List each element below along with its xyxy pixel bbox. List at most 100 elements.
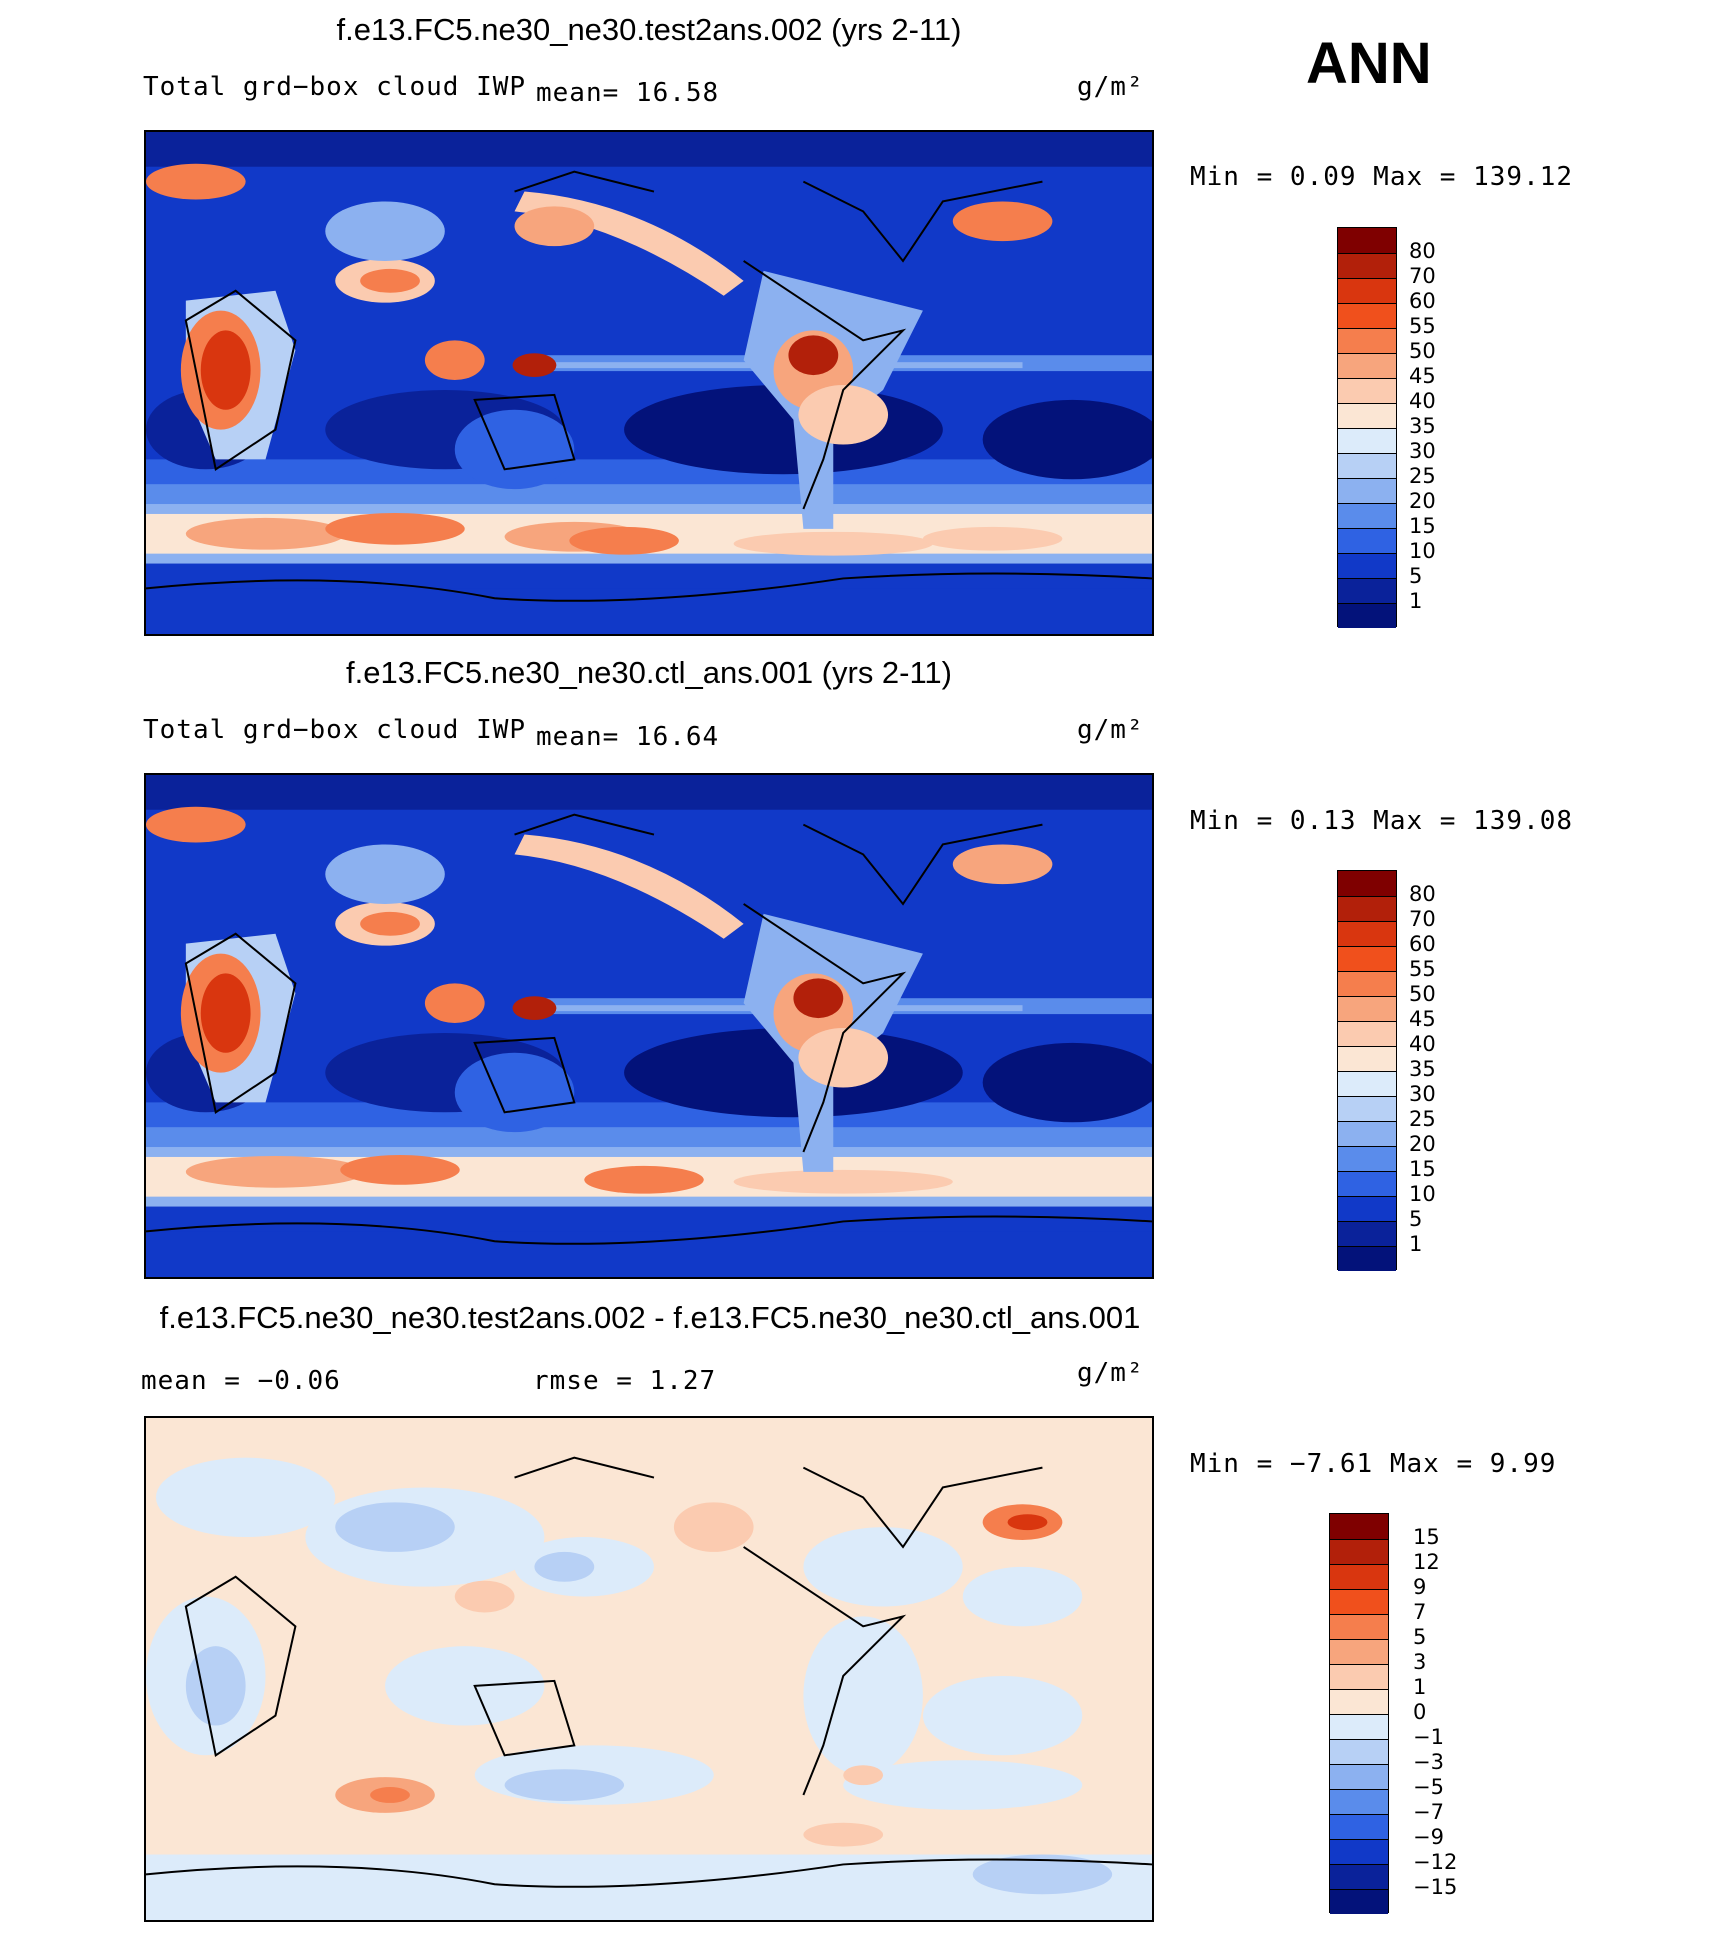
colorbar-swatch: [1338, 478, 1396, 503]
panel-2-heatmap: [146, 775, 1152, 1277]
panel-3-map: [144, 1416, 1154, 1922]
colorbar-tick-label: 55: [1409, 314, 1436, 338]
colorbar-swatch: [1338, 896, 1396, 921]
panel-3-units: g/m²: [1077, 1358, 1144, 1388]
colorbar-swatch: [1338, 228, 1396, 253]
colorbar-tick-label: 35: [1409, 414, 1436, 438]
panel-2-map: [144, 773, 1154, 1279]
colorbar-swatch: [1338, 1196, 1396, 1221]
colorbar-tick-label: 30: [1409, 1082, 1436, 1106]
panel-1-units: g/m²: [1077, 72, 1144, 102]
colorbar-swatch: [1330, 1589, 1388, 1614]
colorbar-swatch: [1338, 1146, 1396, 1171]
colorbar-swatch: [1338, 921, 1396, 946]
colorbar-swatch: [1338, 553, 1396, 578]
colorbar-swatch: [1338, 1246, 1396, 1271]
panel-1-variable: Total grd−box cloud IWP: [143, 72, 527, 102]
colorbar-tick-label: 50: [1409, 982, 1436, 1006]
colorbar-swatch: [1338, 946, 1396, 971]
colorbar-tick-label: 70: [1409, 907, 1436, 931]
colorbar-swatch: [1338, 403, 1396, 428]
season-label: ANN: [1306, 31, 1432, 96]
colorbar-tick-label: 45: [1409, 1007, 1436, 1031]
colorbar-swatch: [1338, 428, 1396, 453]
colorbar-tick-label: 5: [1413, 1625, 1427, 1649]
colorbar-swatch: [1330, 1839, 1388, 1864]
colorbar-tick-label: 3: [1413, 1650, 1427, 1674]
colorbar-tick-label: 10: [1409, 1182, 1436, 1206]
colorbar-swatch: [1338, 603, 1396, 628]
colorbar-swatch: [1338, 303, 1396, 328]
colorbar-swatch: [1338, 971, 1396, 996]
colorbar-tick-label: −1: [1413, 1725, 1444, 1749]
colorbar-swatch: [1338, 1071, 1396, 1096]
colorbar-swatch: [1330, 1514, 1388, 1539]
colorbar-tick-label: 20: [1409, 489, 1436, 513]
panel-2-variable: Total grd−box cloud IWP: [143, 715, 527, 745]
colorbar-swatch: [1338, 253, 1396, 278]
colorbar-tick-label: 5: [1409, 1207, 1423, 1231]
colorbar-swatch: [1338, 1046, 1396, 1071]
colorbar-tick-label: 45: [1409, 364, 1436, 388]
colorbar-swatch: [1338, 503, 1396, 528]
panel-2-mean: mean= 16.64: [536, 722, 720, 752]
colorbar-swatch: [1330, 1814, 1388, 1839]
colorbar-swatch: [1338, 1171, 1396, 1196]
panel-2-minmax: Min = 0.13 Max = 139.08: [1190, 806, 1574, 836]
colorbar-swatch: [1338, 1096, 1396, 1121]
colorbar-tick-label: 15: [1409, 514, 1436, 538]
panel-1-title: f.e13.FC5.ne30_ne30.test2ans.002 (yrs 2-…: [336, 12, 962, 47]
colorbar-tick-label: −7: [1413, 1800, 1444, 1824]
colorbar-tick-label: 10: [1409, 539, 1436, 563]
colorbar-tick-label: 15: [1413, 1525, 1440, 1549]
colorbar-swatch: [1330, 1664, 1388, 1689]
colorbar-swatch: [1330, 1864, 1388, 1889]
panel-2-colorbar-labels: 80 70 60 55 50 45 40 35 30 25 20 15 10 5 1: [1409, 870, 1469, 1270]
colorbar-tick-label: −15: [1413, 1875, 1458, 1899]
colorbar-swatch: [1330, 1689, 1388, 1714]
colorbar-swatch: [1338, 578, 1396, 603]
panel-1-colorbar-labels: 80 70 60 55 50 45 40 35 30 25 20 15 10 5 1: [1409, 227, 1469, 627]
colorbar-tick-label: 1: [1413, 1675, 1427, 1699]
panel-1-mean: mean= 16.58: [536, 78, 720, 108]
colorbar-swatch: [1330, 1889, 1388, 1914]
colorbar-swatch: [1338, 1021, 1396, 1046]
colorbar-swatch: [1338, 871, 1396, 896]
colorbar-tick-label: 0: [1413, 1700, 1427, 1724]
panel-3-mean: mean = −0.06: [141, 1366, 341, 1396]
panel-1-heatmap: [146, 132, 1152, 634]
colorbar-swatch: [1330, 1714, 1388, 1739]
panel-3-heatmap: [146, 1418, 1152, 1920]
panel-2-colorbar: [1337, 870, 1397, 1271]
colorbar-tick-label: 40: [1409, 1032, 1436, 1056]
colorbar-tick-label: 9: [1413, 1575, 1427, 1599]
colorbar-tick-label: 70: [1409, 264, 1436, 288]
colorbar-tick-label: 80: [1409, 239, 1436, 263]
colorbar-swatch: [1338, 528, 1396, 553]
panel-3-colorbar: [1329, 1513, 1389, 1914]
colorbar-tick-label: 1: [1409, 1232, 1423, 1256]
colorbar-tick-label: 60: [1409, 932, 1436, 956]
colorbar-tick-label: 80: [1409, 882, 1436, 906]
colorbar-swatch: [1338, 353, 1396, 378]
panel-3-minmax: Min = −7.61 Max = 9.99: [1190, 1449, 1557, 1479]
colorbar-swatch: [1338, 1221, 1396, 1246]
colorbar-tick-label: 30: [1409, 439, 1436, 463]
colorbar-swatch: [1330, 1614, 1388, 1639]
panel-1-colorbar: [1337, 227, 1397, 628]
colorbar-tick-label: 25: [1409, 464, 1436, 488]
colorbar-tick-label: 12: [1413, 1550, 1440, 1574]
colorbar-swatch: [1330, 1539, 1388, 1564]
panel-1-minmax: Min = 0.09 Max = 139.12: [1190, 162, 1574, 192]
colorbar-tick-label: 20: [1409, 1132, 1436, 1156]
colorbar-swatch: [1338, 453, 1396, 478]
panel-2-title: f.e13.FC5.ne30_ne30.ctl_ans.001 (yrs 2-1…: [345, 655, 952, 690]
colorbar-tick-label: 55: [1409, 957, 1436, 981]
colorbar-tick-label: −3: [1413, 1750, 1444, 1774]
colorbar-swatch: [1338, 1121, 1396, 1146]
colorbar-tick-label: 1: [1409, 589, 1423, 613]
colorbar-tick-label: 40: [1409, 389, 1436, 413]
colorbar-swatch: [1338, 278, 1396, 303]
colorbar-tick-label: 25: [1409, 1107, 1436, 1131]
colorbar-tick-label: 60: [1409, 289, 1436, 313]
